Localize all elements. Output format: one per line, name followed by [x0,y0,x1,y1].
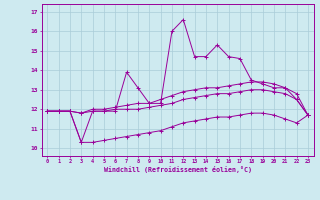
X-axis label: Windchill (Refroidissement éolien,°C): Windchill (Refroidissement éolien,°C) [104,166,252,173]
